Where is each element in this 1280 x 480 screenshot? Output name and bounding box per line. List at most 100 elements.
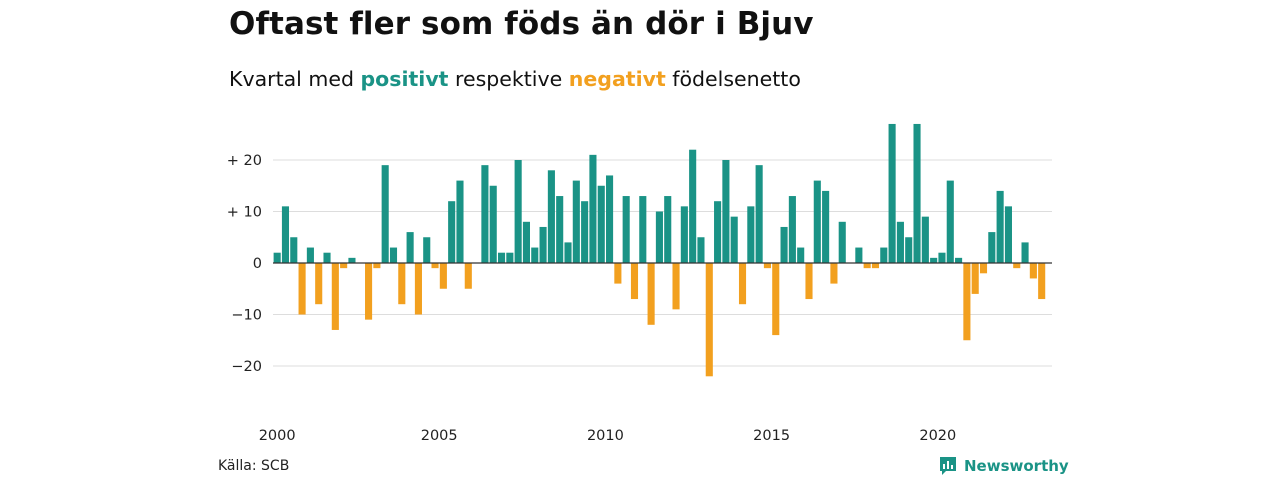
bar xyxy=(290,237,298,263)
bar xyxy=(431,263,439,269)
bar xyxy=(747,206,755,263)
bar xyxy=(780,226,788,263)
bar xyxy=(763,263,771,269)
bar xyxy=(738,263,747,305)
chart-title: Oftast fler som föds än dör i Bjuv xyxy=(229,6,814,42)
bar xyxy=(589,154,597,263)
bar xyxy=(315,263,323,305)
bar xyxy=(689,149,697,263)
newsworthy-logo-icon xyxy=(940,457,956,475)
bar xyxy=(772,263,780,336)
bar xyxy=(913,123,921,263)
bar xyxy=(930,257,938,263)
bar xyxy=(963,263,971,341)
bars xyxy=(273,123,1046,377)
bar xyxy=(664,196,672,263)
y-tick-label: −10 xyxy=(231,308,262,324)
bar xyxy=(921,216,929,263)
bar xyxy=(539,226,547,263)
bar xyxy=(497,252,506,263)
bar xyxy=(797,247,805,263)
bar xyxy=(373,263,381,269)
y-axis-labels: + 20 + 10 0 −10 −20 xyxy=(227,153,262,375)
bar xyxy=(838,221,846,263)
bar xyxy=(406,232,414,263)
bar xyxy=(905,237,913,263)
bar xyxy=(489,185,497,263)
bar xyxy=(331,263,339,330)
bar xyxy=(730,216,738,263)
bar xyxy=(830,263,838,284)
bar xyxy=(531,247,539,263)
x-tick-label: 2015 xyxy=(753,428,790,444)
bar xyxy=(448,201,456,263)
bar xyxy=(381,165,389,263)
bar xyxy=(306,247,314,263)
bar xyxy=(506,252,514,263)
bar xyxy=(597,185,605,263)
bar xyxy=(863,263,871,269)
bar xyxy=(547,170,555,263)
x-tick-label: 2020 xyxy=(919,428,956,444)
chart-subtitle: Kvartal med positivt respektive negativt… xyxy=(229,67,801,91)
bar xyxy=(323,252,331,263)
bar xyxy=(348,257,356,263)
bar xyxy=(481,165,489,263)
bar xyxy=(1038,263,1046,300)
bar xyxy=(647,263,655,325)
bar xyxy=(788,196,796,263)
bar xyxy=(805,263,813,300)
bar xyxy=(298,263,306,315)
bar xyxy=(888,123,896,263)
bar xyxy=(365,263,373,320)
bar xyxy=(971,263,979,294)
bar xyxy=(439,263,447,289)
subtitle-suffix: födelsenetto xyxy=(665,67,801,91)
bar xyxy=(996,190,1004,263)
bar xyxy=(822,190,830,263)
bar xyxy=(813,180,821,263)
bar xyxy=(414,263,422,315)
bar xyxy=(714,201,722,263)
brand-name: Newsworthy xyxy=(964,457,1069,475)
bar xyxy=(614,263,622,284)
subtitle-negative-word: negativt xyxy=(568,67,666,91)
bar xyxy=(880,247,888,263)
bar xyxy=(639,196,647,263)
bar xyxy=(1029,263,1037,279)
subtitle-middle: respektive xyxy=(448,67,569,91)
y-tick-label: 0 xyxy=(253,256,262,272)
bar xyxy=(1021,242,1029,263)
bar xyxy=(556,196,564,263)
bar xyxy=(456,180,464,263)
bar xyxy=(514,160,522,263)
bar xyxy=(1013,263,1021,269)
bar xyxy=(1004,206,1012,263)
subtitle-positive-word: positivt xyxy=(360,67,449,91)
newsworthy-brand: Newsworthy xyxy=(938,456,1069,476)
bar xyxy=(855,247,863,263)
bar xyxy=(755,165,763,263)
bar xyxy=(522,221,530,263)
bar xyxy=(581,201,589,263)
bar xyxy=(564,242,572,263)
bar xyxy=(955,257,963,263)
bar xyxy=(606,175,614,263)
x-tick-label: 2005 xyxy=(421,428,458,444)
bar xyxy=(389,247,398,263)
bar xyxy=(273,252,281,263)
y-tick-label: + 20 xyxy=(227,153,262,169)
y-tick-label: −20 xyxy=(231,359,262,375)
bar xyxy=(979,263,988,274)
x-axis-labels: 2000 2005 2010 2015 2020 xyxy=(259,428,957,444)
y-tick-label: + 10 xyxy=(227,205,262,221)
bar xyxy=(938,252,946,263)
bar xyxy=(722,160,730,263)
bar xyxy=(281,206,290,263)
source-note: Källa: SCB xyxy=(218,458,290,474)
bar xyxy=(680,206,688,263)
bar xyxy=(572,180,580,263)
bar xyxy=(672,263,680,310)
bar xyxy=(705,263,713,377)
